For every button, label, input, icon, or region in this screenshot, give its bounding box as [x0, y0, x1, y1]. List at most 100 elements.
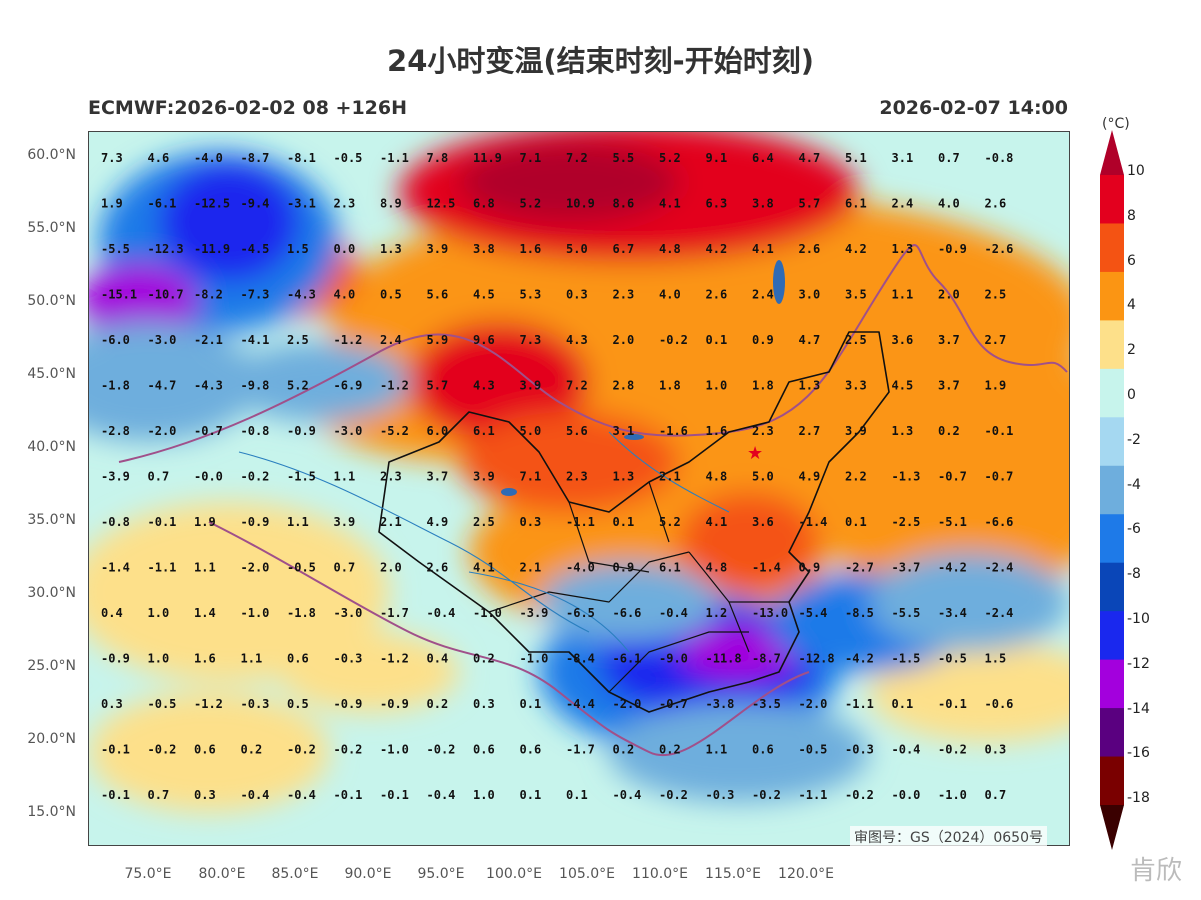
grid-value: -2.0: [148, 424, 177, 438]
grid-value: 5.2: [659, 151, 681, 165]
grid-value: 0.1: [520, 697, 542, 711]
grid-value: -0.2: [752, 788, 781, 802]
grid-value: 0.2: [473, 652, 495, 666]
grid-value: -1.7: [380, 606, 409, 620]
grid-value: 1.1: [334, 470, 356, 484]
grid-value: 2.7: [985, 333, 1007, 347]
grid-value: 2.4: [892, 197, 914, 211]
grid-value: -0.7: [938, 470, 967, 484]
grid-value: 0.3: [566, 288, 588, 302]
lat-label: 60.0°N: [27, 147, 76, 163]
grid-value: 2.6: [706, 288, 728, 302]
grid-value: 10.9: [566, 197, 595, 211]
grid-value: 3.9: [334, 515, 356, 529]
grid-value: -3.1: [287, 197, 316, 211]
grid-value: 4.3: [566, 333, 588, 347]
colorbar-label: -10: [1127, 611, 1150, 627]
grid-value: -2.0: [613, 697, 642, 711]
grid-value: 4.6: [148, 151, 170, 165]
grid-value: 0.6: [752, 743, 774, 757]
grid-value: 3.7: [938, 333, 960, 347]
temperature-value-grid: 7.3 4.6 -4.0 -8.7 -8.1 -0.5 -1.1 7.8 11.9 7.1 7.2 5…: [101, 151, 1013, 802]
grid-value: 9.1: [706, 151, 728, 165]
grid-value: -3.0: [148, 333, 177, 347]
grid-value: 0.2: [659, 743, 681, 757]
grid-value: -0.8: [241, 424, 270, 438]
grid-value: 5.6: [427, 288, 449, 302]
grid-value: 1.9: [985, 379, 1007, 393]
grid-value: 7.1: [520, 470, 542, 484]
grid-value: 4.9: [427, 515, 449, 529]
grid-value: 5.7: [799, 197, 821, 211]
colorbar-label: 0: [1127, 387, 1136, 403]
colorbar-segment: [1100, 130, 1124, 175]
colorbar-label: -12: [1127, 655, 1150, 672]
grid-value: -0.9: [380, 697, 409, 711]
grid-value: -0.3: [706, 788, 735, 802]
grid-value: 3.3: [845, 379, 867, 393]
temperature-field: [89, 132, 1069, 812]
grid-value: -11.8: [706, 652, 742, 666]
grid-value: 0.3: [194, 788, 216, 802]
grid-value: -1.3: [892, 470, 921, 484]
grid-value: -0.0: [892, 788, 921, 802]
grid-value: 0.7: [148, 470, 170, 484]
grid-value: 2.5: [985, 288, 1007, 302]
grid-value: 5.3: [520, 288, 542, 302]
grid-value: 8.6: [613, 197, 635, 211]
grid-value: -8.1: [287, 151, 316, 165]
lon-label: 110.0°E: [632, 866, 688, 882]
colorbar-segment: [1100, 805, 1124, 850]
colorbar-segment: [1100, 271, 1124, 321]
grid-value: -1.5: [287, 470, 316, 484]
grid-value: -0.1: [985, 424, 1014, 438]
grid-value: 0.4: [427, 652, 449, 666]
grid-value: -0.1: [101, 743, 130, 757]
lat-label: 50.0°N: [27, 293, 76, 309]
grid-value: 1.3: [892, 242, 914, 256]
grid-value: -0.6: [985, 697, 1014, 711]
grid-value: 0.7: [985, 788, 1007, 802]
grid-value: 6.4: [752, 151, 774, 165]
lon-label: 75.0°E: [124, 866, 172, 882]
grid-value: 1.5: [985, 652, 1007, 666]
grid-value: 6.8: [473, 197, 495, 211]
grid-value: -1.4: [752, 561, 781, 575]
grid-value: 2.4: [380, 333, 402, 347]
grid-value: 4.7: [799, 151, 821, 165]
grid-value: 2.0: [380, 561, 402, 575]
lon-label: 105.0°E: [559, 866, 615, 882]
grid-value: 7.2: [566, 379, 588, 393]
grid-value: 0.3: [985, 743, 1007, 757]
grid-value: 0.1: [566, 788, 588, 802]
grid-value: 0.0: [334, 242, 356, 256]
grid-value: 7.2: [566, 151, 588, 165]
colorbar-segment: [1100, 708, 1124, 758]
grid-value: 4.8: [659, 242, 681, 256]
map-canvas: ★ 7.3 4.6 -4.0 -8.7 -8.1 -0.5 -1.1 7.8 11.9 7.1 7.…: [89, 132, 1069, 845]
grid-value: 1.1: [194, 561, 216, 575]
grid-value: 4.0: [938, 197, 960, 211]
grid-value: 5.6: [566, 424, 588, 438]
grid-value: 0.5: [287, 697, 309, 711]
grid-value: 5.0: [520, 424, 542, 438]
colorbar-label: 10: [1127, 163, 1145, 179]
grid-value: 2.3: [613, 288, 635, 302]
grid-value: -1.0: [380, 743, 409, 757]
grid-value: 1.8: [659, 379, 681, 393]
lat-label: 45.0°N: [27, 366, 76, 382]
grid-value: 4.1: [473, 561, 495, 575]
colorbar-unit: (°C): [1102, 116, 1130, 132]
grid-value: 2.1: [380, 515, 402, 529]
grid-value: 2.1: [520, 561, 542, 575]
grid-value: 0.9: [613, 561, 635, 575]
grid-value: -4.5: [241, 242, 270, 256]
grid-value: 1.1: [287, 515, 309, 529]
grid-value: 5.0: [566, 242, 588, 256]
grid-value: -9.4: [241, 197, 270, 211]
grid-value: 3.8: [752, 197, 774, 211]
grid-value: -0.7: [194, 424, 223, 438]
grid-value: -10.7: [148, 288, 184, 302]
grid-value: -5.5: [101, 242, 130, 256]
grid-value: -4.4: [566, 697, 595, 711]
